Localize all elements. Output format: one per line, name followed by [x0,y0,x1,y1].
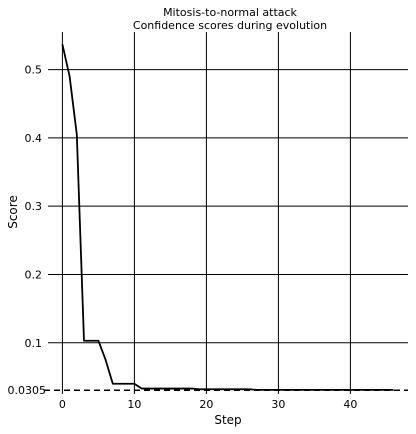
y-tick-label: 0.2 [25,268,43,281]
reference-line-label: 0.0305 [8,384,47,397]
chart-title: Mitosis-to-normal attack [163,6,297,19]
x-tick-label: 40 [343,398,357,411]
x-tick-label: 30 [271,398,285,411]
x-tick-label: 20 [199,398,213,411]
series-line [61,44,394,391]
series-group [61,44,394,391]
y-tick-label: 0.4 [25,132,43,145]
y-tick-labels: 0.1 0.2 0.3 0.4 0.5 0.0305 [8,64,47,398]
x-tick-label: 0 [59,398,66,411]
x-tick-label: 10 [127,398,141,411]
y-tick-label: 0.1 [25,337,43,350]
y-axis-label: Score [6,195,20,229]
x-axis-label: Step [214,413,241,427]
y-tick-label: 0.3 [25,200,43,213]
x-tick-labels: 0 10 20 30 40 [59,398,357,411]
grid-lines [48,32,408,394]
chart-subtitle: Confidence scores during evolution [133,19,327,32]
y-tick-label: 0.5 [25,64,43,77]
